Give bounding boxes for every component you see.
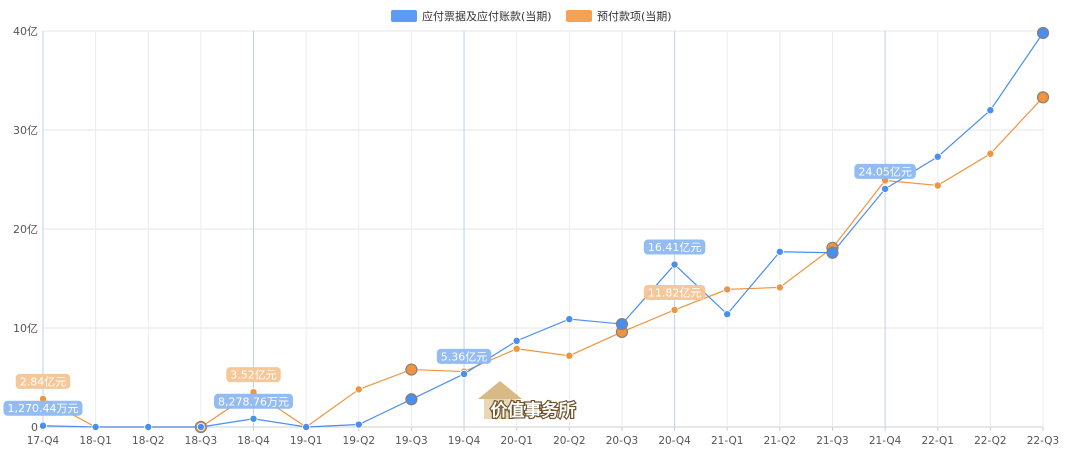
data-label-bg: [643, 284, 706, 300]
data-label-bg: [854, 163, 916, 179]
data-label-bg: [226, 367, 281, 383]
data-point[interactable]: [91, 422, 100, 431]
x-tick-label: 19-Q4: [448, 435, 481, 447]
x-tick-label: 20-Q4: [658, 435, 691, 447]
data-point[interactable]: [1036, 91, 1050, 104]
legend-swatch-prepayments: [566, 10, 592, 22]
legend-item-prepayments[interactable]: 预付款项(当期): [566, 9, 672, 23]
data-label: 5.36亿元: [436, 348, 492, 364]
x-tick-label: 18-Q4: [237, 435, 270, 447]
x-tick-label: 20-Q2: [553, 435, 585, 447]
y-tick-label: 40亿: [13, 25, 38, 38]
data-label: 24.05亿元: [854, 163, 916, 179]
data-point[interactable]: [405, 363, 418, 376]
data-label-bg: [3, 400, 83, 416]
data-point[interactable]: [986, 149, 995, 158]
data-label-text: 1,270.44万元: [8, 402, 79, 415]
series-line: [42, 96, 1044, 428]
data-label-text: 24.05亿元: [858, 165, 912, 178]
data-point[interactable]: [670, 260, 679, 269]
legend-swatch-payables: [391, 10, 417, 22]
data-label-bg: [643, 239, 706, 255]
data-point[interactable]: [144, 422, 153, 431]
data-point[interactable]: [39, 421, 48, 430]
x-tick-label: 20-Q3: [606, 435, 638, 447]
x-tick-label: 21-Q2: [764, 435, 796, 447]
data-point[interactable]: [512, 344, 521, 353]
data-point[interactable]: [933, 181, 942, 190]
watermark-house-icon: [478, 381, 522, 419]
data-point[interactable]: [354, 420, 363, 429]
series-line: [42, 32, 1044, 428]
watermark-text: 价值事务所: [491, 400, 576, 421]
legend-item-payables[interactable]: 应付票据及应付账款(当期): [391, 9, 552, 23]
x-tick-label: 22-Q3: [1027, 435, 1059, 447]
legend-label-payables: 应付票据及应付账款(当期): [422, 9, 552, 23]
data-point[interactable]: [565, 351, 574, 360]
x-tick-label: 20-Q1: [500, 435, 532, 447]
data-label-text: 3.52亿元: [230, 369, 277, 382]
data-point[interactable]: [986, 106, 995, 115]
data-point[interactable]: [512, 336, 521, 345]
data-point[interactable]: [354, 385, 363, 394]
legend[interactable]: 应付票据及应付账款(当期) 预付款项(当期): [391, 9, 672, 23]
data-point[interactable]: [723, 285, 732, 294]
x-tick-label: 19-Q2: [343, 435, 375, 447]
data-point[interactable]: [775, 247, 784, 256]
data-point[interactable]: [775, 283, 784, 292]
data-point[interactable]: [723, 310, 732, 319]
data-point[interactable]: [670, 305, 679, 314]
data-point[interactable]: [302, 422, 311, 431]
x-tick-label: 21-Q1: [711, 435, 743, 447]
x-tick-label: 22-Q2: [974, 435, 1006, 447]
x-tick-label: 19-Q1: [290, 435, 322, 447]
data-label: 16.41亿元: [643, 239, 706, 255]
data-label: 3.52亿元: [226, 367, 281, 383]
data-point[interactable]: [565, 315, 574, 324]
data-point[interactable]: [249, 414, 258, 423]
x-tick-label: 21-Q4: [869, 435, 902, 447]
data-point[interactable]: [933, 152, 942, 161]
y-tick-label: 30亿: [13, 124, 38, 137]
data-label: 11.82亿元: [643, 284, 706, 300]
watermark: 价值事务所: [478, 381, 577, 422]
data-label: 2.84亿元: [15, 373, 71, 389]
y-tick-label: 20亿: [13, 223, 38, 236]
series-prepayments: [39, 91, 1050, 434]
data-label-layer: 1,270.44万元 8,278.76万元 5.36亿元 16.41亿元 24.05亿元…: [3, 163, 916, 416]
x-tick-label: 22-Q1: [921, 435, 953, 447]
data-label-text: 8,278.76万元: [218, 395, 289, 408]
data-label-text: 16.41亿元: [648, 241, 702, 254]
data-label-text: 5.36亿元: [441, 350, 488, 363]
data-point[interactable]: [196, 422, 205, 431]
x-tick-label: 18-Q2: [132, 435, 164, 447]
legend-label-prepayments: 预付款项(当期): [597, 9, 672, 23]
data-label-bg: [436, 348, 492, 364]
data-label-text: 11.82亿元: [648, 286, 702, 299]
data-point[interactable]: [1036, 26, 1050, 40]
data-label-bg: [214, 393, 294, 409]
data-point[interactable]: [460, 369, 469, 378]
data-point[interactable]: [615, 317, 629, 331]
y-tick-label: 10亿: [13, 322, 38, 335]
x-tick-label: 21-Q3: [816, 435, 848, 447]
x-tick-label: 19-Q3: [395, 435, 427, 447]
data-point[interactable]: [826, 246, 839, 259]
data-label-text: 2.84亿元: [20, 375, 67, 388]
y-tick-label: 0: [31, 421, 38, 434]
series-payables: [39, 26, 1050, 431]
data-label-bg: [15, 373, 71, 389]
data-point[interactable]: [405, 393, 418, 406]
x-tick-label: 17-Q4: [27, 435, 60, 447]
series-layer: [39, 26, 1050, 434]
axis-layer: 0 10亿 20亿 30亿 40亿 17-Q4 18-Q1 18-Q2 18-Q3 18-Q4 19…: [13, 25, 1059, 447]
grid-layer: [42, 30, 1044, 428]
data-label: 1,270.44万元: [3, 400, 83, 416]
x-tick-label: 18-Q1: [79, 435, 111, 447]
x-tick-label: 18-Q3: [185, 435, 217, 447]
data-label: 8,278.76万元: [214, 393, 294, 409]
data-point[interactable]: [881, 184, 890, 193]
